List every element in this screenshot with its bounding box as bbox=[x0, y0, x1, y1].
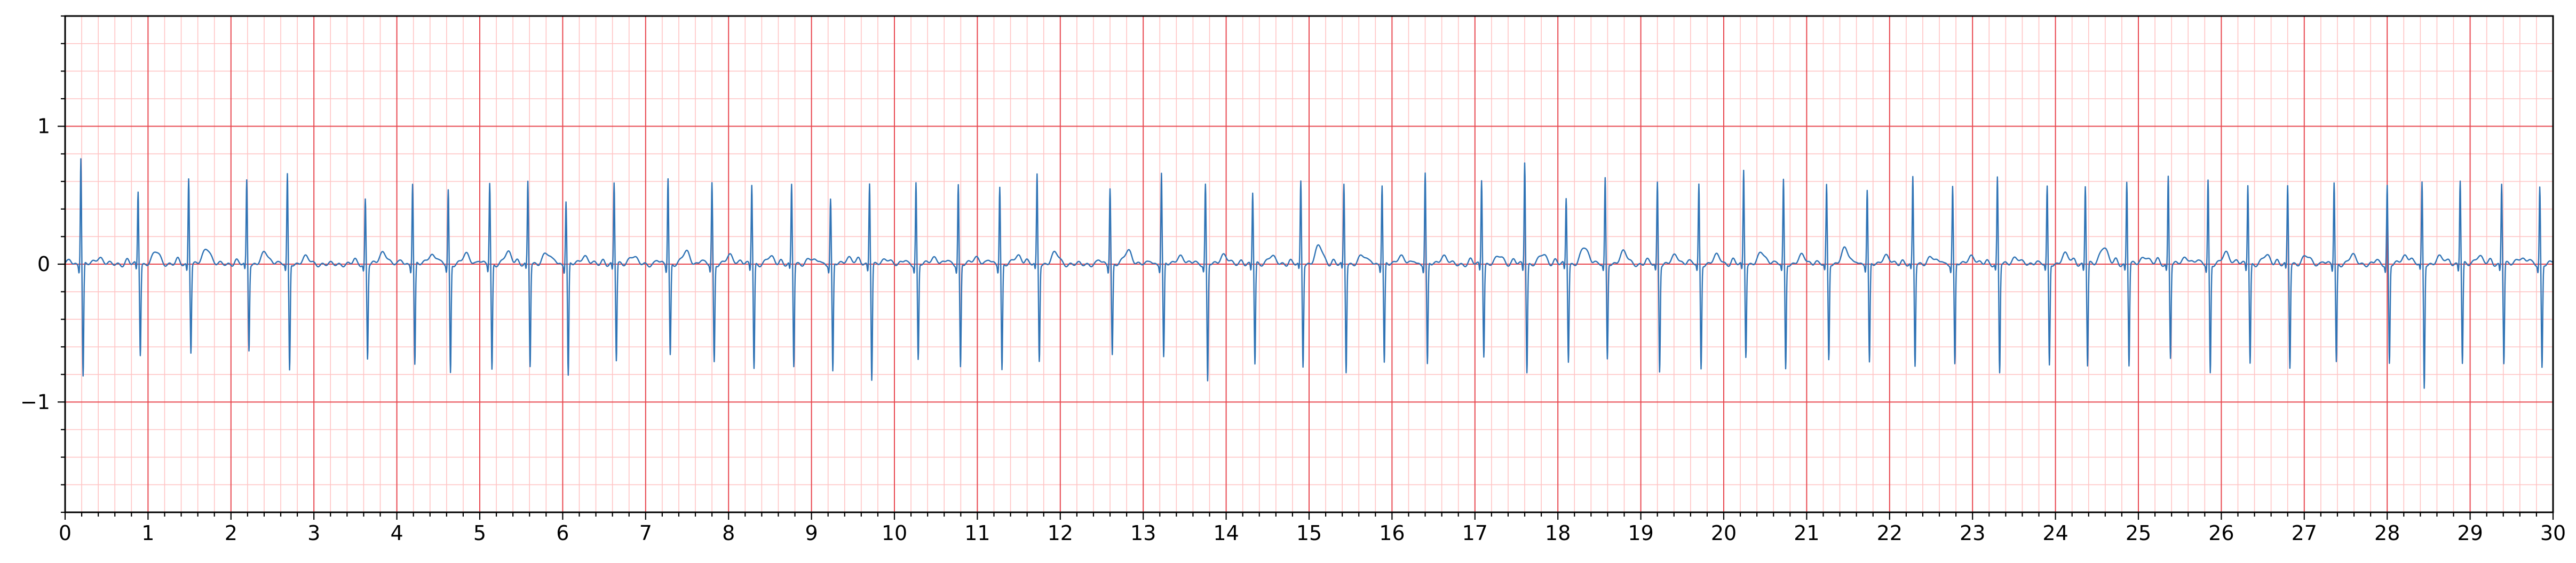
x-tick-label: 15 bbox=[1296, 521, 1322, 545]
x-tick-label: 27 bbox=[2292, 521, 2317, 545]
x-tick-label: 26 bbox=[2208, 521, 2234, 545]
x-tick-label: 2 bbox=[225, 521, 237, 545]
x-tick-label: 16 bbox=[1379, 521, 1405, 545]
x-tick-label: 5 bbox=[473, 521, 486, 545]
y-tick-label: 1 bbox=[37, 115, 50, 138]
y-tick-label: 0 bbox=[37, 252, 50, 276]
x-tick-label: 24 bbox=[2042, 521, 2068, 545]
x-tick-label: 1 bbox=[141, 521, 154, 545]
x-tick-label: 20 bbox=[1711, 521, 1737, 545]
x-tick-label: 30 bbox=[2540, 521, 2566, 545]
x-tick-label: 25 bbox=[2126, 521, 2151, 545]
x-tick-label: 28 bbox=[2374, 521, 2400, 545]
x-tick-label: 19 bbox=[1628, 521, 1653, 545]
x-tick-label: 6 bbox=[556, 521, 569, 545]
x-tick-label: 11 bbox=[964, 521, 990, 545]
x-tick-label: 3 bbox=[307, 521, 320, 545]
x-tick-label: 12 bbox=[1048, 521, 1073, 545]
x-tick-label: 9 bbox=[805, 521, 818, 545]
x-tick-label: 18 bbox=[1545, 521, 1571, 545]
x-tick-label: 13 bbox=[1130, 521, 1156, 545]
x-tick-label: 14 bbox=[1213, 521, 1239, 545]
x-tick-label: 29 bbox=[2457, 521, 2483, 545]
x-tick-label: 0 bbox=[59, 521, 72, 545]
x-tick-label: 22 bbox=[1877, 521, 1903, 545]
x-tick-label: 7 bbox=[639, 521, 652, 545]
y-tick-label: −1 bbox=[20, 390, 50, 414]
ecg-series-line bbox=[64, 158, 2554, 389]
y-axis: −1 0 1 bbox=[20, 15, 65, 513]
x-tick-label: 21 bbox=[1794, 521, 1819, 545]
x-tick-label: 8 bbox=[722, 521, 735, 545]
x-tick-label: 10 bbox=[882, 521, 907, 545]
x-tick-label: 4 bbox=[391, 521, 403, 545]
x-tick-label: 23 bbox=[1960, 521, 1985, 545]
x-tick-label: 17 bbox=[1462, 521, 1488, 545]
x-axis: 0 1 2 3 4 5 6 7 8 9 10 11 12 13 14 15 16 17 18 19 20 21 22 23 24… bbox=[59, 512, 2566, 545]
